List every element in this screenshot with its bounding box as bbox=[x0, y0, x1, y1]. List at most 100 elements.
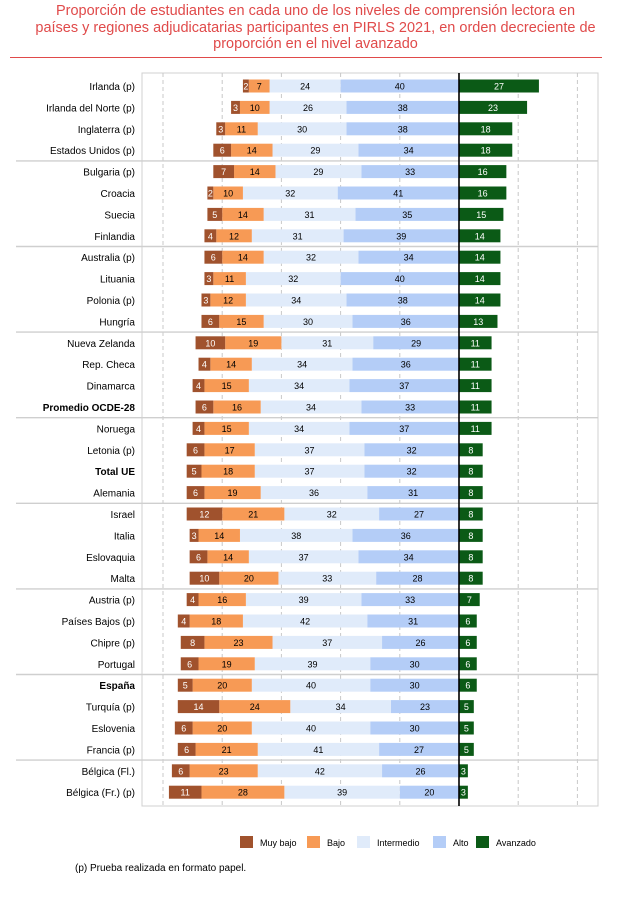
legend-label: Alto bbox=[453, 838, 469, 848]
bar-segment bbox=[373, 336, 459, 350]
data-label: 5 bbox=[192, 467, 197, 477]
data-label: 37 bbox=[322, 638, 332, 648]
bar-segment bbox=[222, 250, 264, 264]
category-label: Finlandia bbox=[94, 232, 135, 243]
data-label: 5 bbox=[183, 681, 188, 691]
bar-segment bbox=[186, 464, 202, 478]
bar-segment bbox=[399, 785, 459, 799]
data-label: 14 bbox=[238, 253, 248, 263]
data-label: 4 bbox=[202, 360, 207, 370]
data-label: 38 bbox=[398, 296, 408, 306]
bar-segment bbox=[219, 571, 279, 585]
data-label: 31 bbox=[293, 231, 303, 241]
category-label: España bbox=[99, 681, 135, 692]
data-label: 18 bbox=[481, 124, 491, 134]
bar-segment bbox=[379, 742, 459, 756]
category-label: Portugal bbox=[98, 660, 135, 671]
bar-segment bbox=[254, 464, 365, 478]
category-label: Bélgica (Fr.) (p) bbox=[66, 788, 135, 799]
data-label: 40 bbox=[306, 681, 316, 691]
data-label: 34 bbox=[404, 552, 414, 562]
bar-segment bbox=[263, 207, 356, 221]
bar-segment bbox=[459, 293, 501, 307]
category-label: Inglaterra (p) bbox=[78, 125, 135, 136]
bar-segment bbox=[459, 165, 507, 179]
bar-segment bbox=[207, 207, 223, 221]
data-label: 19 bbox=[222, 659, 232, 669]
bar-segment bbox=[358, 250, 459, 264]
bar-segment bbox=[361, 400, 459, 414]
data-label: 27 bbox=[414, 510, 424, 520]
category-label: Australia (p) bbox=[81, 253, 135, 264]
data-label: 8 bbox=[468, 531, 473, 541]
bar-segment bbox=[459, 79, 539, 93]
data-label: 37 bbox=[399, 424, 409, 434]
bar-segment bbox=[222, 507, 285, 521]
bar-segment bbox=[459, 143, 513, 157]
data-label: 12 bbox=[229, 231, 239, 241]
data-label: 4 bbox=[196, 381, 201, 391]
bar-segment bbox=[245, 293, 347, 307]
bar-segment bbox=[459, 421, 492, 435]
data-label: 36 bbox=[401, 360, 411, 370]
bar-segment bbox=[269, 100, 347, 114]
plot-frame bbox=[141, 72, 599, 807]
data-label: 34 bbox=[294, 381, 304, 391]
data-label: 14 bbox=[475, 296, 485, 306]
footnote: (p) Prueba realizada en formato papel. bbox=[75, 863, 247, 874]
bar-segment bbox=[361, 165, 459, 179]
bar-segment bbox=[459, 571, 483, 585]
category-label: Eslovenia bbox=[92, 724, 136, 735]
bar-segment bbox=[254, 657, 371, 671]
bar-segment bbox=[186, 593, 199, 607]
bar-segment bbox=[343, 229, 459, 243]
bar-segment bbox=[189, 571, 220, 585]
data-label: 26 bbox=[416, 766, 426, 776]
bar-segment bbox=[275, 165, 362, 179]
data-label: 34 bbox=[336, 702, 346, 712]
title-line: proporción en el nivel avanzado bbox=[213, 36, 418, 52]
data-label: 6 bbox=[193, 445, 198, 455]
data-label: 4 bbox=[208, 231, 213, 241]
data-label: 19 bbox=[248, 338, 258, 348]
data-label: 30 bbox=[303, 317, 313, 327]
bar-segment bbox=[346, 100, 459, 114]
bar-segment bbox=[189, 614, 243, 628]
data-label: 11 bbox=[225, 274, 234, 284]
bar-segment bbox=[340, 272, 459, 286]
bar-segment bbox=[278, 571, 377, 585]
data-label: 40 bbox=[395, 274, 405, 284]
bar-segment bbox=[186, 486, 205, 500]
data-label: 40 bbox=[395, 82, 405, 92]
data-label: 17 bbox=[225, 445, 235, 455]
bar-segment bbox=[189, 528, 199, 542]
data-label: 6 bbox=[187, 659, 192, 669]
data-label: 3 bbox=[206, 274, 211, 284]
bar-segment bbox=[242, 79, 249, 93]
data-label: 32 bbox=[407, 467, 417, 477]
bar-segment bbox=[204, 486, 261, 500]
data-label: 23 bbox=[420, 702, 430, 712]
data-label: 42 bbox=[300, 617, 310, 627]
legend-swatch bbox=[307, 836, 320, 848]
legend-label: Bajo bbox=[327, 838, 345, 848]
bar-segment bbox=[171, 764, 190, 778]
category-label: Francia (p) bbox=[87, 745, 135, 756]
bar-segment bbox=[201, 464, 255, 478]
bar-segment bbox=[168, 785, 202, 799]
category-label: Eslovaquia bbox=[86, 553, 135, 564]
data-label: 18 bbox=[481, 146, 491, 156]
bar-segment bbox=[207, 550, 249, 564]
bar-segment bbox=[459, 272, 501, 286]
data-label: 8 bbox=[468, 574, 473, 584]
data-label: 31 bbox=[408, 488, 418, 498]
data-label: 27 bbox=[414, 745, 424, 755]
bar-segment bbox=[260, 486, 368, 500]
bar-segment bbox=[459, 357, 492, 371]
data-label: 33 bbox=[322, 574, 332, 584]
bar-segment bbox=[180, 635, 205, 649]
data-label: 32 bbox=[306, 253, 316, 263]
data-label: 38 bbox=[398, 103, 408, 113]
data-label: 4 bbox=[181, 617, 186, 627]
data-label: 41 bbox=[393, 189, 403, 199]
